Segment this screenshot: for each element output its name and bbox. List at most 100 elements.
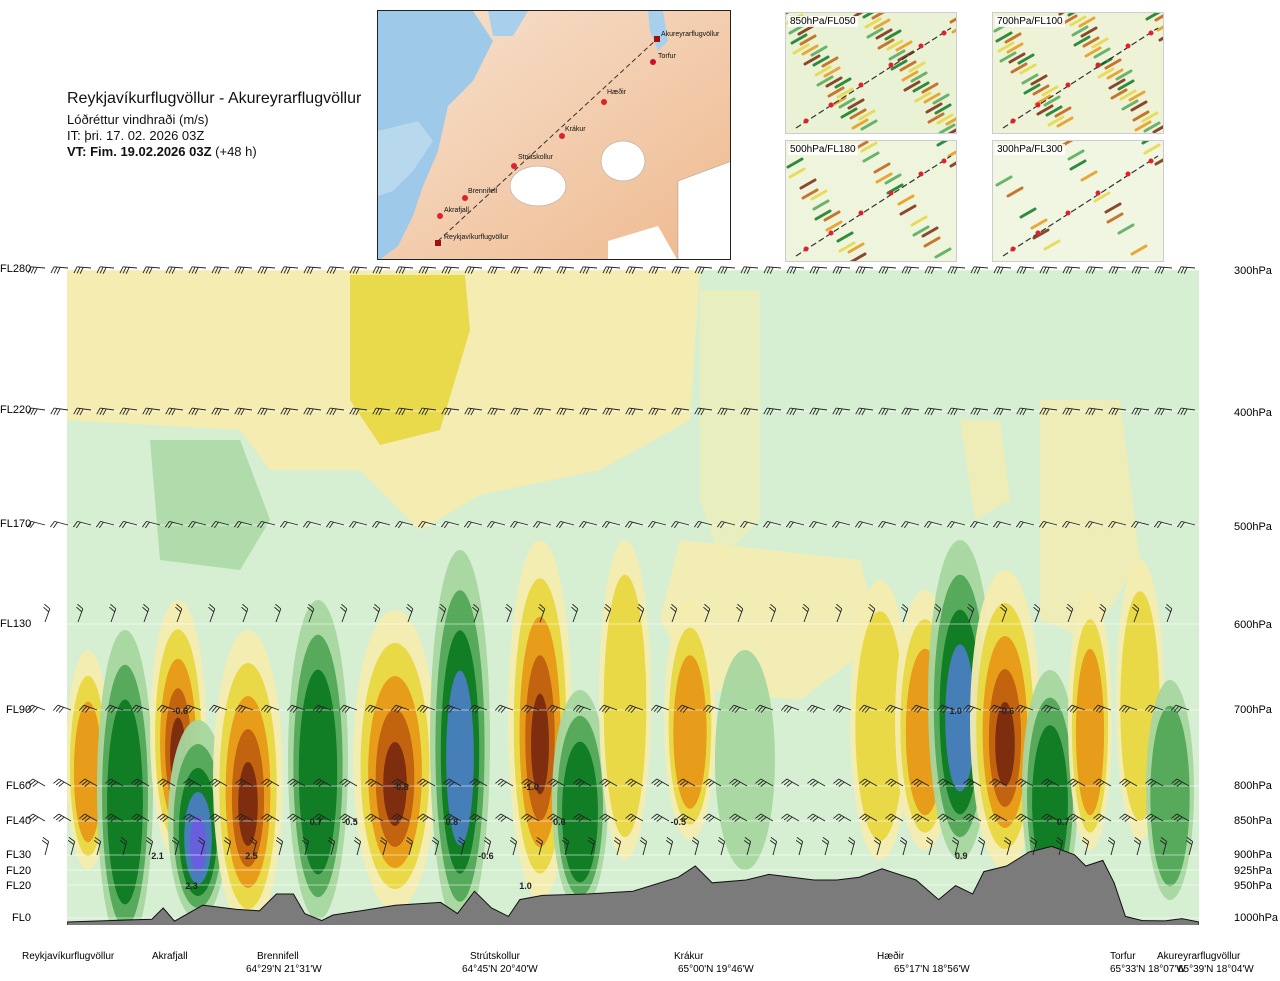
- wind-barb: [858, 704, 878, 713]
- wind-barb: [165, 520, 184, 529]
- wind-barb: [937, 778, 956, 787]
- thumb-stripe: [1106, 212, 1124, 224]
- wind-barb: [802, 603, 810, 623]
- thumb-stripe: [1080, 26, 1098, 38]
- thumb-stripe: [871, 13, 885, 20]
- wind-barb: [671, 407, 690, 416]
- thumb-stripe: [995, 175, 1013, 187]
- wind-barb: [441, 266, 460, 274]
- wind-barb: [509, 837, 518, 856]
- thumb-stripe: [932, 93, 950, 105]
- thumb-stripe: [860, 119, 878, 131]
- thumb-stripe: [875, 172, 893, 184]
- wind-barb: [510, 520, 529, 529]
- wind-barb: [1145, 778, 1164, 787]
- wind-barb: [257, 520, 276, 529]
- route-map-graphic: Akureyrarflugvöllur Torfur Hæðir Krákur …: [378, 11, 730, 259]
- wind-barb: [373, 603, 381, 623]
- wind-barb: [1066, 603, 1074, 623]
- wind-barb: [131, 813, 150, 822]
- hpa-label-900: 900hPa: [1234, 849, 1272, 861]
- thumb-stripe: [1030, 74, 1048, 86]
- thumb-stripe: [995, 31, 1013, 43]
- thumb-stripe: [999, 51, 1017, 63]
- wind-barb: [1029, 837, 1038, 856]
- level-map-850: 850hPa/FL050: [785, 12, 957, 134]
- wind-barb: [1066, 704, 1086, 713]
- wind-barb: [571, 603, 579, 623]
- station-krakur-coord: 65°00'N 19°46'W: [678, 964, 754, 975]
- station-haedir: Hæðir: [877, 951, 905, 962]
- wind-barb: [280, 520, 299, 529]
- thumb-stripe: [1097, 67, 1115, 79]
- thumb-stripe: [788, 167, 806, 179]
- wind-barb: [1185, 837, 1194, 856]
- wind-barb: [287, 778, 306, 787]
- thumb-stripe: [1104, 202, 1122, 214]
- thumb-stripe: [914, 91, 932, 103]
- valid-time: VT: Fim. 19.02.2026 03Z (+48 h): [67, 144, 257, 159]
- thumb-stripe: [847, 98, 865, 110]
- wind-barb: [579, 266, 598, 274]
- thumb-waypoint: [1065, 82, 1071, 88]
- thumb-stripe: [1121, 99, 1139, 111]
- thumb-stripe: [1084, 46, 1102, 58]
- wind-barb: [464, 266, 483, 274]
- thumb-waypoint: [1125, 43, 1131, 49]
- wind-barb: [556, 407, 575, 416]
- updraft-contour: [715, 650, 775, 870]
- wind-barb: [1154, 520, 1173, 529]
- level-map-500-graphic: [786, 141, 956, 261]
- wind-barb: [443, 778, 462, 787]
- wind-barb: [533, 520, 552, 529]
- thumb-stripe: [827, 86, 845, 98]
- thumb-stripe: [899, 60, 917, 72]
- wind-barb: [1041, 778, 1060, 787]
- wind-barb: [754, 704, 774, 713]
- wind-barb: [93, 837, 102, 856]
- thumb-stripe: [912, 225, 930, 237]
- thumb-waypoint: [1065, 210, 1071, 216]
- hpa-label-300: 300hPa: [1234, 265, 1272, 277]
- updraft-contour: [189, 816, 207, 872]
- wind-barb: [261, 813, 280, 822]
- wind-barb: [1165, 603, 1173, 623]
- thumb-stripe: [812, 55, 830, 67]
- wind-barb: [572, 704, 592, 713]
- wind-barb: [326, 407, 345, 416]
- wind-barb: [878, 520, 897, 529]
- wind-barb: [671, 266, 690, 274]
- wind-barb: [573, 778, 592, 787]
- thumb-stripe: [836, 231, 854, 243]
- level-map-850-label: 850hPa/FL050: [788, 16, 858, 27]
- wind-barb: [873, 837, 882, 856]
- thumb-route-line: [1002, 27, 1159, 129]
- wind-barb: [208, 704, 228, 713]
- wind-barb: [924, 520, 943, 529]
- station-akureyri-coord: 65°39'N 18°04'W: [1178, 964, 1254, 975]
- waypoint-strutskollur-label: Strútskollur: [518, 154, 554, 161]
- wind-barb: [936, 704, 956, 713]
- wind-barb: [487, 266, 506, 274]
- thumb-stripe: [838, 97, 856, 109]
- thumb-stripe: [1115, 69, 1133, 81]
- wind-barb: [208, 603, 216, 623]
- wind-barb: [520, 704, 540, 713]
- wind-barb: [911, 778, 930, 787]
- thumb-stripe: [858, 109, 876, 121]
- value-label: -0.6: [999, 706, 1015, 716]
- hpa-label-1000: 1000hPa: [1234, 912, 1279, 924]
- thumb-stripe: [797, 24, 815, 36]
- wind-barb: [391, 778, 410, 787]
- wind-barb: [43, 603, 51, 623]
- wind-barb: [417, 813, 436, 822]
- level-map-700-graphic: [993, 13, 1163, 133]
- thumb-stripe: [1117, 223, 1135, 235]
- downdraft-contour: [1075, 648, 1105, 816]
- thumb-stripe: [1043, 95, 1061, 107]
- thumb-stripe: [921, 226, 939, 238]
- wind-barb: [365, 778, 384, 787]
- thumb-stripe: [836, 87, 854, 99]
- value-label: 1.0: [949, 706, 962, 716]
